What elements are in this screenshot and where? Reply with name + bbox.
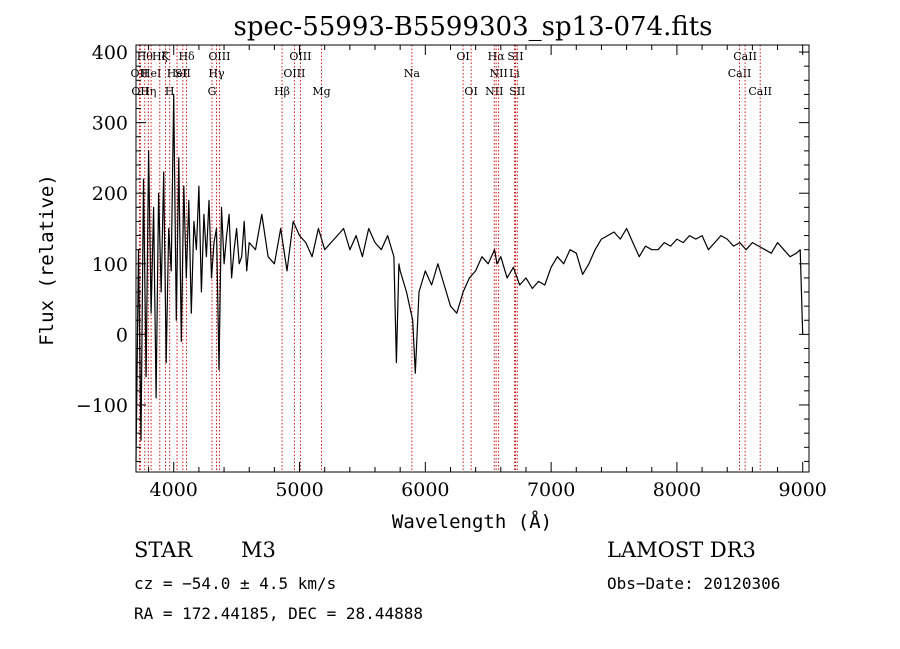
line-marker-label: OIII <box>289 50 311 63</box>
line-marker-label: CaII <box>728 67 752 80</box>
survey-release: LAMOST DR3 <box>607 538 756 562</box>
line-marker-label: Hζ <box>152 50 168 63</box>
line-marker-label: OIII <box>283 67 305 80</box>
x-tick-label: 7000 <box>527 479 575 501</box>
y-tick-label: 400 <box>92 42 128 64</box>
line-marker-label: K <box>161 50 170 63</box>
line-marker-label: SII <box>509 85 525 98</box>
line-marker-label: Na <box>404 67 421 80</box>
object-subclass: M3 <box>241 538 276 562</box>
axes: 4000 5000 6000 7000 8000 9000 −100 0 100 200 300 40… <box>76 42 827 501</box>
line-marker-label: Li <box>509 67 520 80</box>
y-tick-label: 200 <box>92 183 128 205</box>
line-marker-label: NII <box>490 67 508 80</box>
observation-date: Obs−Date: 20120306 <box>607 574 781 593</box>
y-axis-label: Flux (relative) <box>36 174 58 346</box>
line-marker-label: CaII <box>733 50 757 63</box>
line-marker-label: H <box>165 85 175 98</box>
x-tick-label: 4000 <box>150 479 198 501</box>
y-tick-label: −100 <box>76 395 128 417</box>
line-marker-label: Hα <box>488 50 506 63</box>
line-marker-label: HeI <box>167 67 187 80</box>
spectrum-line <box>135 93 804 462</box>
line-marker-label: OIII <box>208 50 230 63</box>
line-marker-label: Hη <box>140 85 156 98</box>
y-tick-label: 100 <box>92 254 128 276</box>
line-marker-label: SII <box>175 67 191 80</box>
line-marker-label: NII <box>485 85 503 98</box>
line-marker-label: OII <box>131 67 149 80</box>
line-marker-label: CaII <box>748 85 772 98</box>
x-tick-label: 6000 <box>401 479 449 501</box>
y-tick-label: 300 <box>92 113 128 135</box>
line-marker-label: OI <box>464 85 477 98</box>
line-marker-label: Hβ <box>274 85 290 98</box>
line-marker-label: Mg <box>312 85 330 98</box>
object-class: STAR <box>134 538 193 562</box>
line-marker-label: OI <box>456 50 469 63</box>
x-tick-label: 5000 <box>275 479 323 501</box>
x-tick-label: 8000 <box>653 479 701 501</box>
chart-title: spec-55993-B5599303_sp13-074.fits <box>234 12 713 42</box>
plot-frame <box>135 44 810 473</box>
x-axis-label: Wavelength (Å) <box>392 510 552 533</box>
line-marker-label: Hδ <box>178 50 195 63</box>
line-marker-label: SII <box>507 50 523 63</box>
redshift-velocity: cz = −54.0 ± 4.5 km/s <box>134 574 337 593</box>
line-marker-label: Hθ <box>137 50 154 63</box>
y-tick-label: 0 <box>116 324 128 346</box>
spectrum-series <box>135 93 804 462</box>
line-marker-label: HeI <box>141 67 161 80</box>
line-marker-label: Hγ <box>208 67 225 80</box>
line-markers: OIIOIIHθHηHeIHζKHHeISIIHδGHγOIIIHβOIIIOI… <box>131 45 772 472</box>
line-marker-label: G <box>208 85 217 98</box>
sky-coordinates: RA = 172.44185, DEC = 28.44888 <box>134 604 423 623</box>
x-tick-label: 9000 <box>779 479 827 501</box>
